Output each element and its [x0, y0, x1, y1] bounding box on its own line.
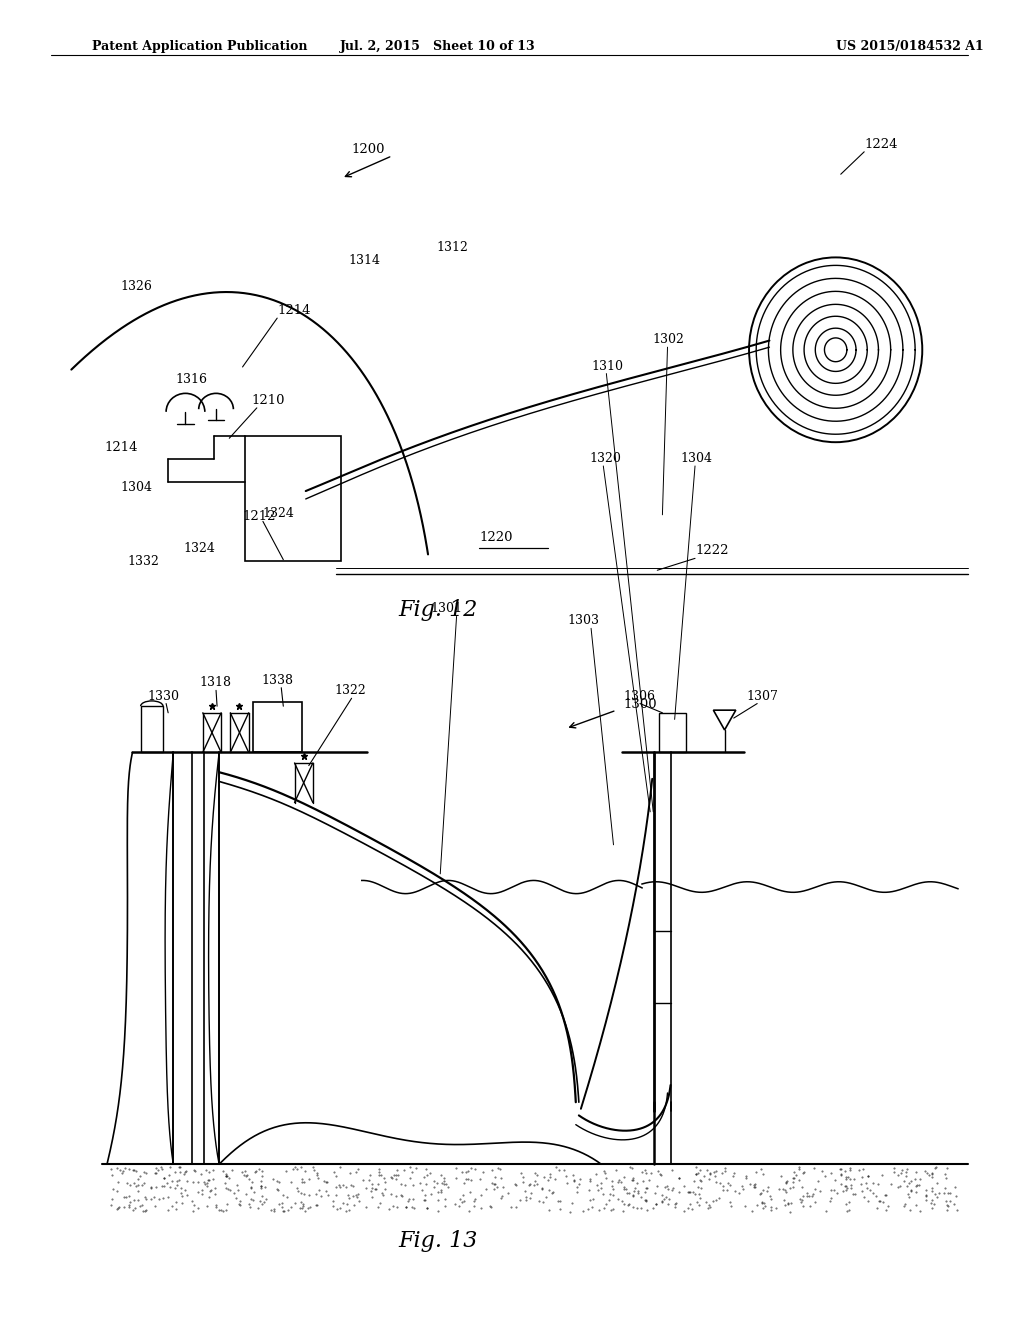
Text: 1310: 1310 [591, 359, 623, 372]
Text: 1322: 1322 [334, 684, 366, 697]
Text: Patent Application Publication: Patent Application Publication [92, 40, 307, 53]
Text: 1214: 1214 [278, 304, 310, 317]
Text: 1220: 1220 [479, 531, 512, 544]
Text: 1300: 1300 [624, 697, 657, 710]
Text: 1212: 1212 [243, 510, 276, 523]
Text: 1200: 1200 [351, 143, 385, 156]
Text: 1338: 1338 [262, 673, 294, 686]
Text: 1330: 1330 [147, 689, 180, 702]
Text: 1210: 1210 [252, 393, 286, 407]
Text: US 2015/0184532 A1: US 2015/0184532 A1 [836, 40, 983, 53]
Text: 1326: 1326 [120, 280, 153, 293]
Text: 1214: 1214 [104, 441, 137, 454]
Text: 1332: 1332 [127, 554, 160, 568]
Text: 1316: 1316 [175, 372, 207, 385]
Text: 1314: 1314 [348, 253, 381, 267]
Text: 1318: 1318 [200, 676, 231, 689]
Text: 1222: 1222 [695, 544, 728, 557]
Bar [659, 713, 686, 752]
Text: Jul. 2, 2015   Sheet 10 of 13: Jul. 2, 2015 Sheet 10 of 13 [340, 40, 536, 53]
Text: 1302: 1302 [652, 333, 684, 346]
Text: 1307: 1307 [745, 689, 778, 702]
Text: 1303: 1303 [567, 614, 600, 627]
Text: Fig. 13: Fig. 13 [398, 1230, 478, 1251]
Text: 1224: 1224 [864, 137, 898, 150]
Bar [253, 702, 302, 752]
Text: 1304: 1304 [120, 480, 153, 494]
Text: 1306: 1306 [624, 689, 655, 702]
Text: 1304: 1304 [681, 451, 713, 465]
Text: 1324: 1324 [263, 507, 295, 520]
Text: Fig. 12: Fig. 12 [398, 599, 478, 620]
Bar [245, 436, 341, 561]
Bar [140, 706, 163, 752]
Text: 1312: 1312 [436, 240, 468, 253]
Text: 1301: 1301 [430, 602, 462, 615]
Text: 1324: 1324 [183, 541, 215, 554]
Text: 1320: 1320 [589, 451, 621, 465]
